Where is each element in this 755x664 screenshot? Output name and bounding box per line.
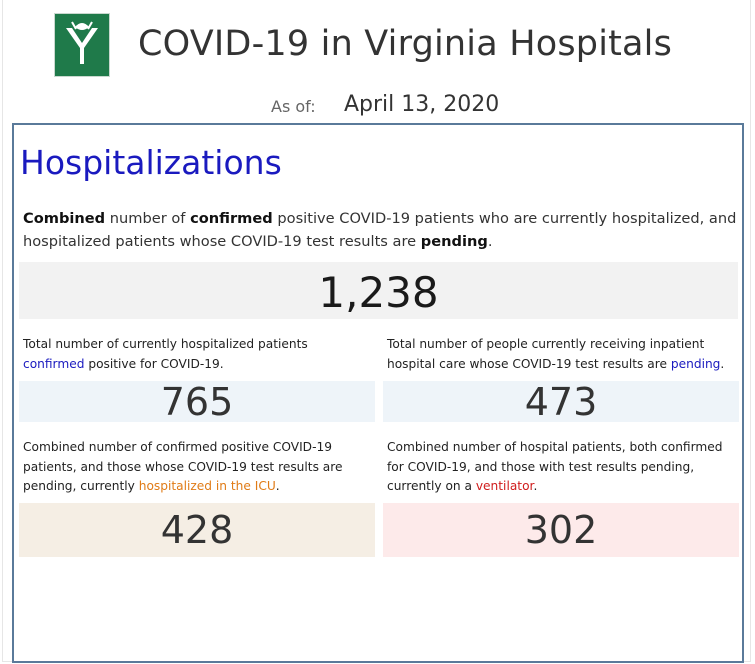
confirmed-text-1: Total number of currently hospitalized p… [23, 337, 308, 351]
pending-text-1: Total number of people currently receivi… [387, 337, 705, 371]
ventilator-highlight: ventilator [475, 479, 534, 493]
desc-combined: Combined [23, 210, 106, 227]
total-hospitalized-value: 1,238 [318, 268, 439, 317]
desc-confirmed: confirmed [190, 210, 273, 227]
desc-text-1: number of [105, 210, 191, 227]
pending-box: 473 [383, 380, 739, 424]
pending-highlight: pending [670, 356, 721, 371]
section-heading: Hospitalizations [20, 143, 282, 182]
confirmed-description: Total number of currently hospitalized p… [23, 335, 363, 374]
confirmed-value: 765 [160, 380, 234, 424]
as-of-label: As of: [271, 97, 316, 116]
combined-description: Combined number of confirmed positive CO… [23, 207, 738, 253]
vhha-logo-icon [54, 13, 110, 77]
icu-text-1: Combined number of confirmed positive CO… [23, 440, 343, 493]
ventilator-text-2: . [533, 479, 538, 493]
confirmed-box: 765 [19, 380, 375, 424]
total-hospitalized-box: 1,238 [19, 262, 738, 319]
icu-highlight: hospitalized in the ICU [138, 479, 276, 493]
desc-text-2: positive COVID-19 patients who are curre… [23, 210, 737, 250]
confirmed-highlight: confirmed [23, 356, 85, 371]
icu-box: 428 [19, 503, 375, 557]
ventilator-text-1: Combined number of hospital patients, bo… [387, 440, 723, 493]
ventilator-description: Combined number of hospital patients, bo… [387, 438, 727, 497]
pending-value: 473 [524, 380, 598, 424]
desc-pending: pending [420, 233, 488, 250]
icu-text-2: . [275, 479, 280, 493]
ventilator-box: 302 [383, 503, 739, 557]
pending-text-2: . [720, 356, 725, 371]
ventilator-value: 302 [524, 508, 598, 552]
confirmed-text-2: positive for COVID-19. [84, 356, 224, 371]
icu-value: 428 [160, 508, 234, 552]
hospitalizations-panel: Hospitalizations Combined number of conf… [12, 123, 744, 663]
as-of-date: April 13, 2020 [344, 92, 500, 117]
page-title: COVID-19 in Virginia Hospitals [138, 24, 673, 64]
desc-text-3: . [487, 233, 493, 250]
icu-description: Combined number of confirmed positive CO… [23, 438, 363, 497]
pending-description: Total number of people currently receivi… [387, 335, 732, 374]
